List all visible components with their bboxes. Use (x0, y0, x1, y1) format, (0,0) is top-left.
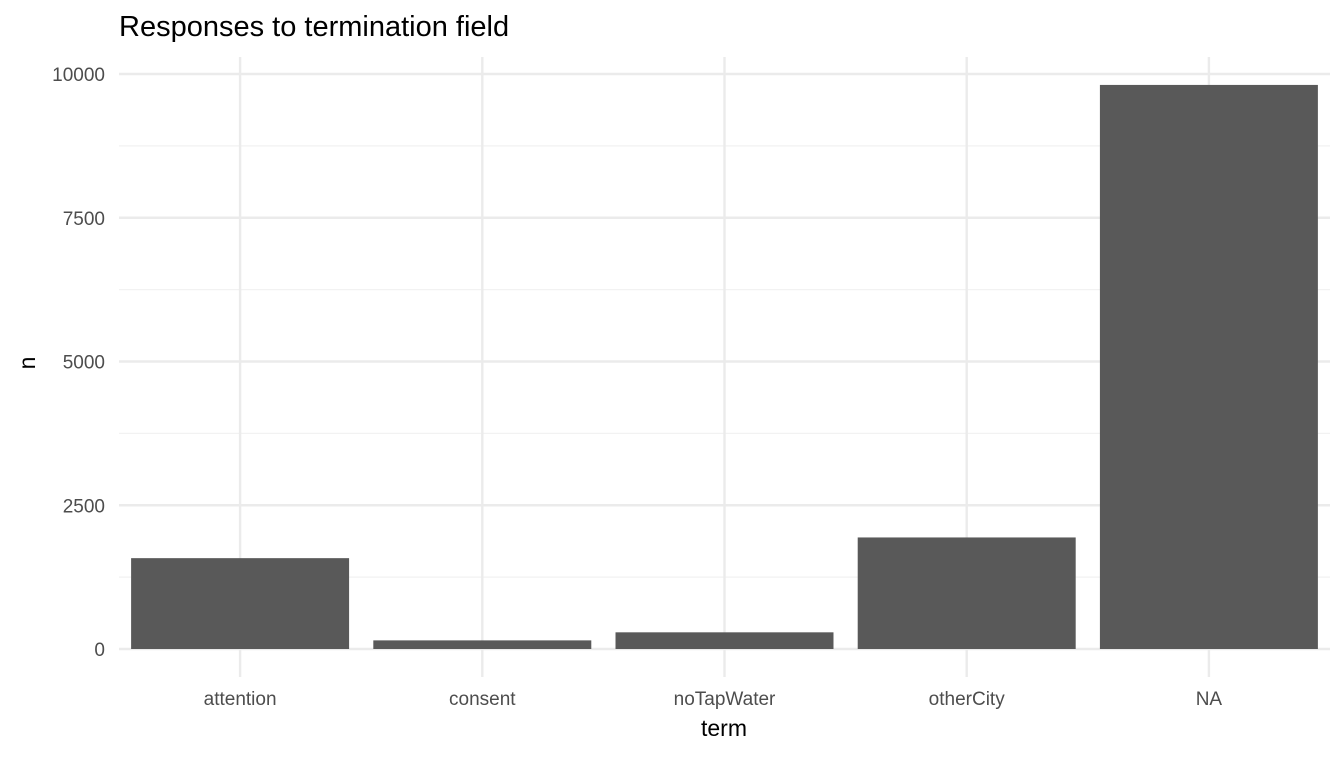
x-tick-label: otherCity (929, 689, 1006, 710)
x-tick-label: noTapWater (674, 689, 776, 710)
chart-title: Responses to termination field (119, 11, 509, 43)
bar-consent (373, 640, 592, 649)
x-tick-label: NA (1196, 689, 1223, 710)
bar-attention (131, 558, 350, 649)
x-axis-ticks: attention consent noTapWater otherCity NA (204, 689, 1223, 710)
y-tick-label: 2500 (63, 496, 105, 517)
y-tick-label: 10000 (52, 65, 105, 86)
y-axis-ticks: 0 2500 5000 7500 10000 (52, 65, 105, 661)
bar-otherCity (857, 537, 1076, 649)
y-tick-label: 0 (94, 640, 105, 661)
y-tick-label: 5000 (63, 353, 105, 374)
bar-NA (1099, 84, 1318, 650)
bar-noTapWater (615, 632, 834, 649)
x-tick-label: attention (204, 689, 277, 710)
bar-layer (131, 84, 1318, 650)
x-axis-title: term (701, 715, 747, 741)
y-axis-title: n (14, 357, 40, 370)
y-tick-label: 7500 (63, 209, 105, 230)
x-tick-label: consent (449, 689, 516, 710)
